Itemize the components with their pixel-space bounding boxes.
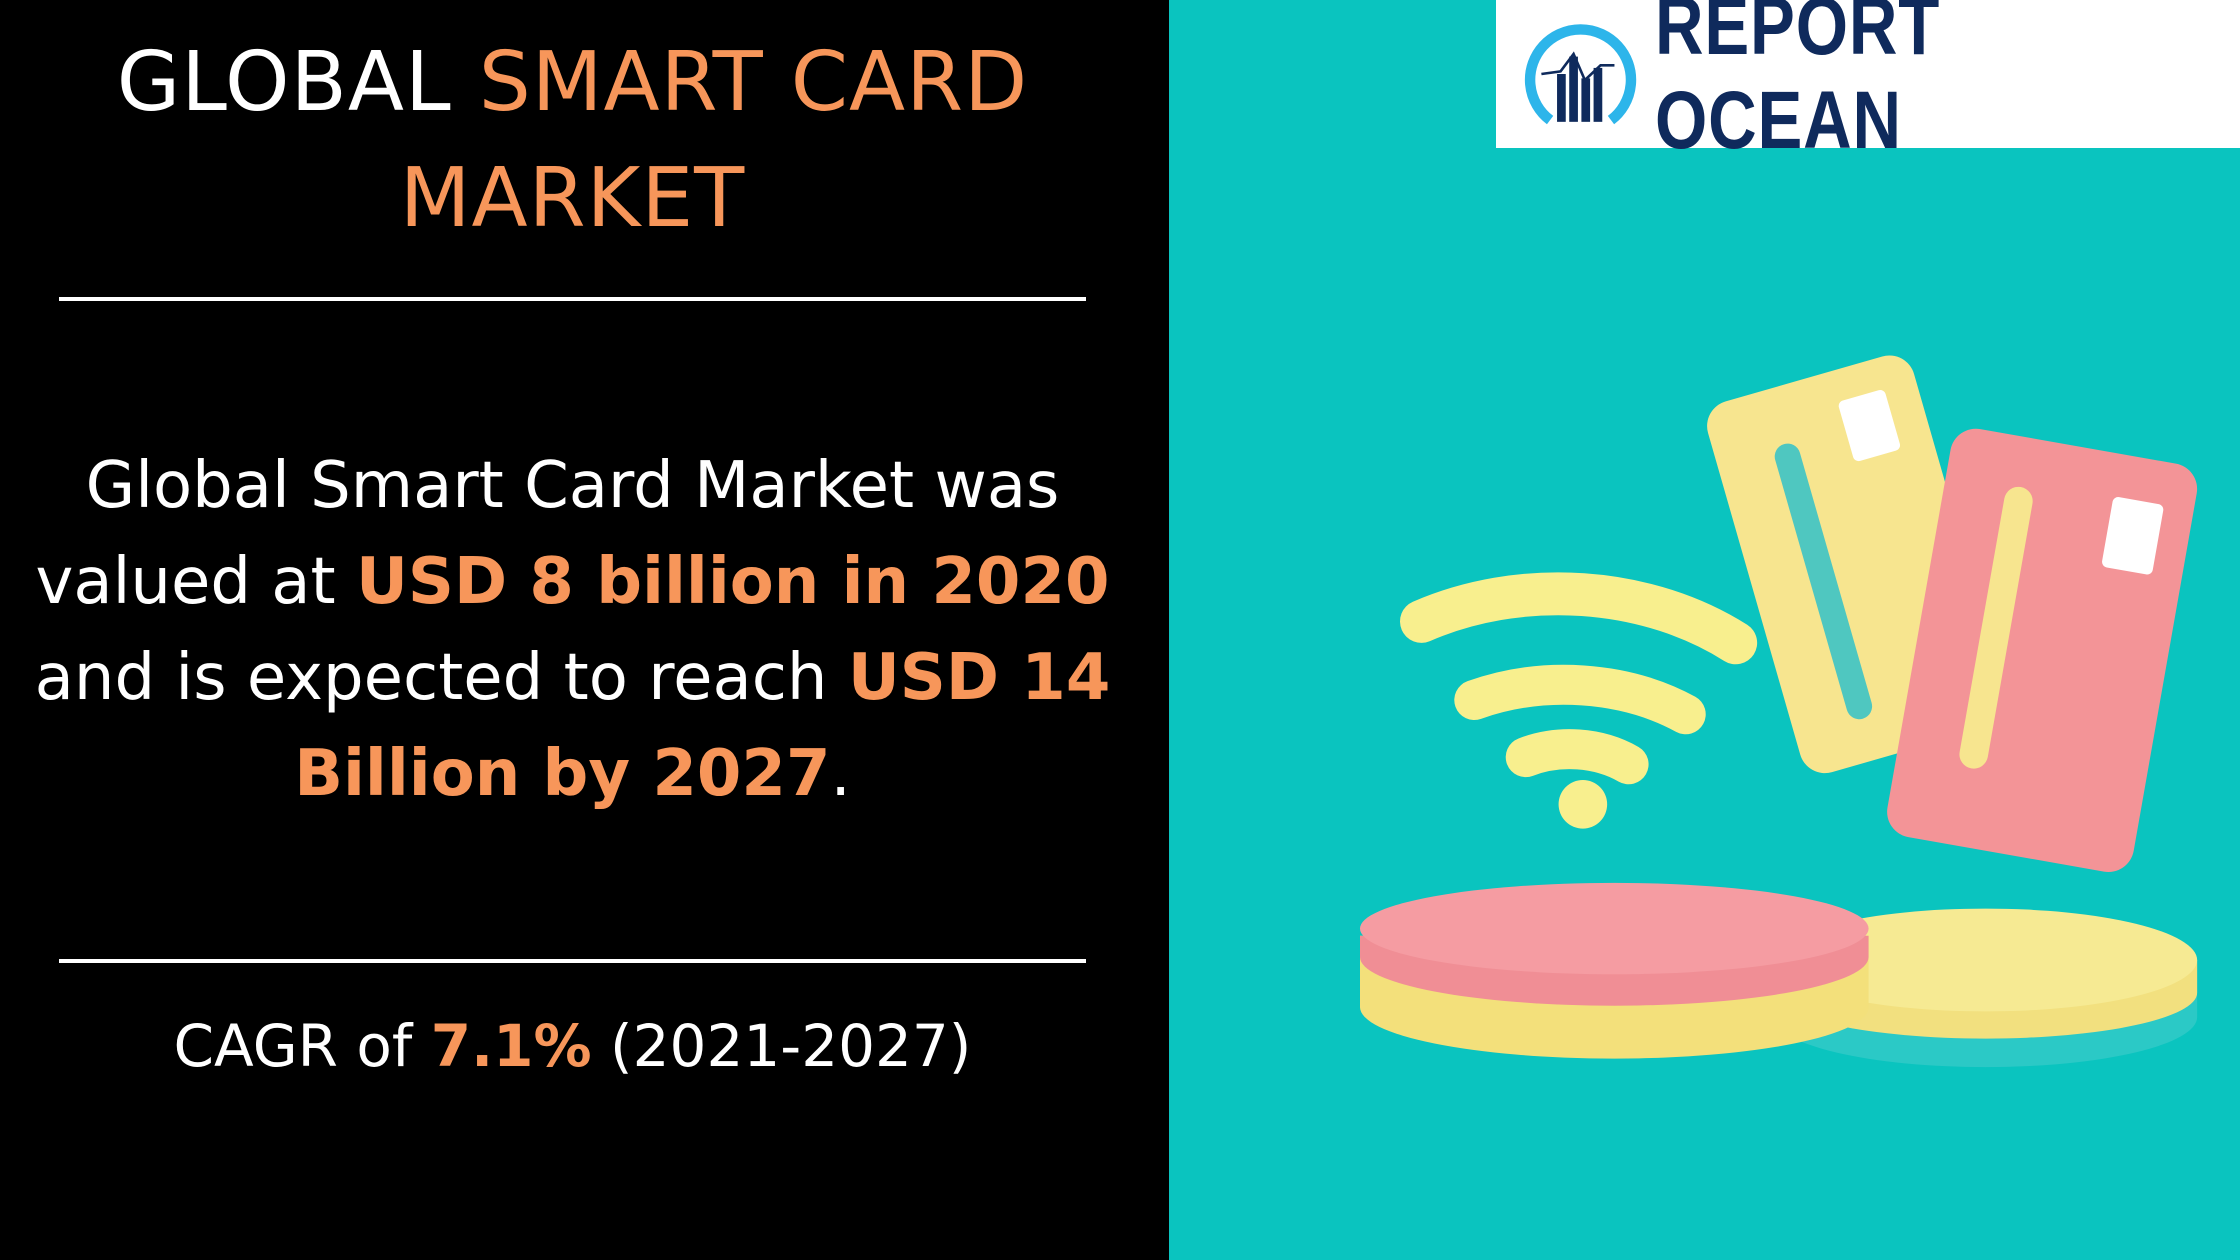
divider-top <box>59 297 1086 301</box>
summary-text: and is expected to reach <box>34 641 848 715</box>
value-2020: USD 8 billion in 2020 <box>355 545 1110 619</box>
cagr-value: 7.1% <box>430 1012 592 1080</box>
podium-left <box>1360 882 1869 1059</box>
logo-text: REPORT OCEAN <box>1655 0 1941 166</box>
market-summary: Global Smart Card Market was valued at U… <box>20 438 1125 822</box>
summary-text: . <box>830 737 851 811</box>
report-ocean-logo: REPORT OCEAN <box>1496 0 2240 166</box>
left-panel: GLOBAL SMART CARD MARKET Global Smart Ca… <box>0 0 1169 1260</box>
divider-bottom <box>59 959 1086 963</box>
summary-text: Global Smart Card Market was valued at <box>35 449 1060 619</box>
cagr-label: CAGR of <box>173 1012 431 1080</box>
logo-chart-icon <box>1524 24 1637 125</box>
cagr-period: (2021-2027) <box>591 1012 972 1080</box>
title-prefix: GLOBAL <box>116 35 479 130</box>
podium-right <box>1774 908 2198 1068</box>
page-title: GLOBAL SMART CARD MARKET <box>0 25 1145 257</box>
pink-card <box>1887 428 2198 872</box>
title-highlight-line2: MARKET <box>399 151 746 246</box>
wifi-icon <box>1400 572 1758 829</box>
value-2027: USD 14 Billion by 2027 <box>294 641 1111 811</box>
cagr-line: CAGR of 7.1% (2021-2027) <box>0 1008 1145 1084</box>
title-highlight: SMART CARD <box>478 35 1029 130</box>
